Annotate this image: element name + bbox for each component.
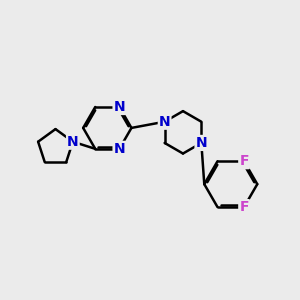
Text: N: N (114, 100, 125, 114)
Text: N: N (159, 115, 170, 129)
Text: N: N (67, 135, 79, 149)
Text: N: N (196, 136, 207, 150)
Text: F: F (239, 200, 249, 214)
Text: N: N (114, 142, 125, 156)
Text: F: F (239, 154, 249, 168)
